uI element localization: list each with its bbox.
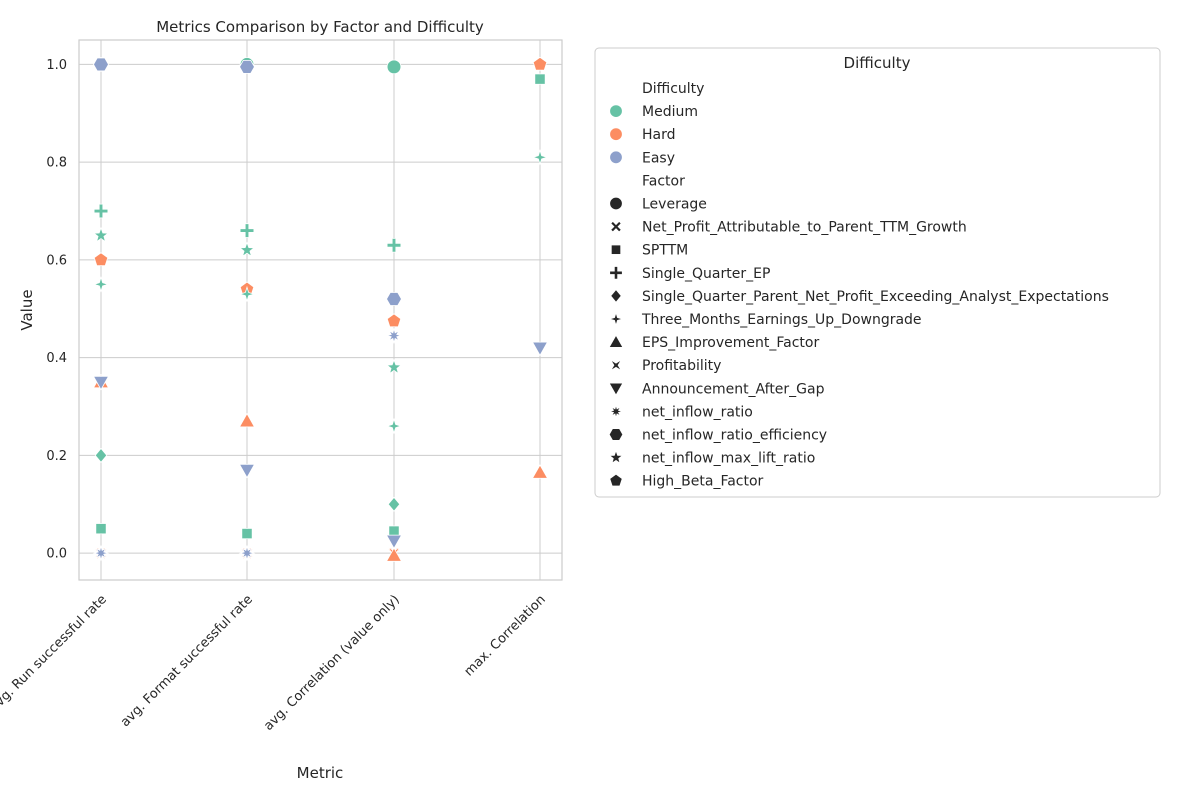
y-tick-label: 0.8: [46, 156, 67, 171]
data-point: [385, 417, 403, 435]
data-point: [385, 358, 403, 375]
x-tick-label: avg. Format successful rate: [118, 592, 256, 730]
data-point: [532, 56, 548, 71]
legend-header-difficulty: Difficulty: [642, 81, 704, 97]
legend-marker: [610, 244, 622, 255]
y-tick-label: 0.4: [46, 351, 67, 366]
chart-title: Metrics Comparison by Factor and Difficu…: [156, 18, 484, 36]
data-point: [531, 341, 549, 357]
x-ticks: avg. Run successful rate avg. Format succ…: [0, 592, 549, 734]
data-point: [386, 292, 402, 306]
y-tick-label: 0.0: [46, 547, 67, 562]
legend-marker: [609, 127, 623, 141]
data-point: [239, 60, 255, 74]
x-tick-label: avg. Correlation (value only): [261, 592, 403, 734]
plot-area: 0.0 0.2 0.4 0.6 0.8 1.0 avg. Run successful r…: [0, 39, 563, 734]
y-tick-label: 0.6: [46, 253, 67, 268]
x-tick-label: max. Correlation: [462, 592, 549, 679]
data-point: [92, 226, 110, 243]
legend-item-label: Easy: [642, 150, 675, 166]
data-point: [238, 412, 256, 428]
legend-item-label: Hard: [642, 127, 676, 143]
data-point: [241, 527, 253, 540]
legend-item-label: High_Beta_Factor: [642, 474, 764, 490]
legend-marker: [608, 382, 624, 396]
legend-item-label: Announcement_After_Gap: [642, 381, 825, 397]
y-ticks: 0.0 0.2 0.4 0.6 0.8 1.0: [46, 58, 67, 562]
legend-marker: [608, 428, 624, 441]
data-point: [386, 237, 402, 253]
legend-item-label: Net_Profit_Attributable_to_Parent_TTM_Gr…: [642, 220, 967, 236]
legend-item-label: Single_Quarter_Parent_Net_Profit_Exceedi…: [642, 289, 1109, 305]
data-point: [534, 73, 546, 85]
legend-marker: [610, 220, 622, 233]
legend-marker: [609, 150, 623, 165]
legend-item-label: Profitability: [642, 358, 721, 374]
data-point: [93, 203, 109, 219]
data-point: [385, 534, 403, 550]
data-point: [238, 285, 256, 303]
legend-title: Difficulty: [844, 54, 911, 72]
legend-item-label: net_inflow_ratio: [642, 404, 753, 420]
data-point: [531, 149, 549, 166]
plot-frame: [78, 39, 563, 581]
legend-item-label: Leverage: [642, 197, 707, 213]
legend-marker: [610, 288, 622, 303]
data-point: [93, 252, 109, 267]
legend-item-label: SPTTM: [642, 243, 688, 259]
legend-marker: [608, 334, 624, 348]
data-point: [92, 544, 110, 562]
legend-items: Difficulty Medium Hard Easy Factor Leverage Ne…: [608, 81, 1109, 490]
legend-marker: [608, 403, 624, 420]
legend-item-label: net_inflow_max_lift_ratio: [642, 451, 815, 467]
y-axis-label: Value: [18, 289, 36, 330]
y-tick-label: 0.2: [46, 449, 67, 464]
legend-marker: [609, 104, 623, 118]
legend-frame: [594, 47, 1161, 498]
gridlines: [79, 40, 562, 580]
data-point: [385, 327, 403, 345]
legend-header-factor: Factor: [642, 173, 685, 189]
legend-item-label: Medium: [642, 104, 698, 120]
legend: Difficulty Difficulty Medium Hard Easy Facto…: [594, 47, 1161, 498]
legend-marker: [610, 359, 622, 371]
data-point: [92, 276, 110, 293]
data-point: [95, 523, 107, 535]
data-point: [531, 464, 549, 479]
data-point: [388, 525, 400, 537]
data-point: [238, 463, 256, 479]
legend-item-label: net_inflow_ratio_efficiency: [642, 428, 827, 444]
legend-marker: [608, 311, 624, 327]
data-point: [94, 447, 108, 463]
data-point: [386, 59, 402, 75]
data-point: [385, 547, 403, 562]
legend-marker: [609, 473, 623, 487]
data-point: [238, 544, 256, 562]
legend-marker: [609, 196, 623, 211]
x-axis-label: Metric: [297, 764, 344, 782]
data-point: [92, 375, 110, 391]
legend-item-label: Single_Quarter_EP: [642, 266, 770, 282]
legend-marker: [608, 449, 624, 465]
legend-marker: [609, 266, 623, 280]
data-point: [386, 313, 402, 328]
data-point: [238, 241, 256, 258]
data-point: [387, 496, 401, 512]
data-point: [239, 223, 255, 238]
legend-item-label: EPS_Improvement_Factor: [642, 335, 819, 351]
data-point: [93, 57, 109, 72]
data-points: [92, 56, 549, 562]
legend-item-label: Three_Months_Earnings_Up_Downgrade: [641, 312, 922, 328]
x-tick-label: avg. Run successful rate: [0, 592, 110, 715]
y-tick-label: 1.0: [46, 58, 67, 73]
